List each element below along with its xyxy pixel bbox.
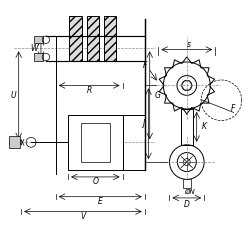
Text: D: D	[184, 200, 190, 208]
Bar	[87, 16, 99, 61]
Text: J: J	[142, 119, 145, 128]
Bar	[104, 16, 116, 61]
Text: ØN: ØN	[184, 189, 195, 195]
Text: s: s	[187, 40, 191, 49]
Text: H: H	[8, 138, 14, 147]
Text: G: G	[154, 91, 160, 100]
Text: U: U	[11, 91, 16, 100]
Bar	[9, 136, 20, 148]
Text: F: F	[142, 61, 147, 70]
Bar	[69, 16, 82, 61]
Text: O: O	[92, 177, 98, 186]
Bar	[80, 122, 110, 162]
Text: F: F	[230, 104, 235, 113]
Text: W: W	[30, 44, 37, 53]
Bar	[34, 53, 43, 61]
Bar	[183, 180, 190, 188]
Text: R: R	[86, 86, 92, 95]
Text: K: K	[202, 122, 206, 131]
Bar	[68, 115, 122, 170]
Text: V: V	[80, 212, 86, 221]
Text: E: E	[98, 197, 103, 206]
Bar	[34, 36, 43, 44]
